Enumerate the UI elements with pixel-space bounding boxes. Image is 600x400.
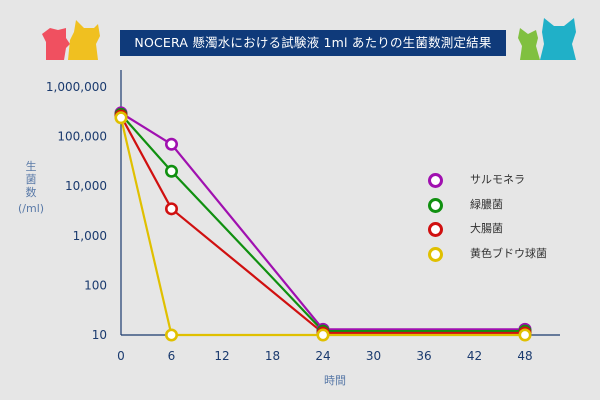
dog-icon (42, 28, 70, 60)
legend-item: 黄色ブドウ球菌 (428, 242, 588, 267)
pet-mascot-logo-left (42, 20, 100, 60)
x-axis-label: 時間 (324, 374, 346, 387)
chart-title: NOCERA 懸濁水における試験液 1ml あたりの生菌数測定結果 (120, 30, 506, 56)
y-tick-label: 1,000 (73, 229, 107, 243)
legend-marker (428, 173, 443, 188)
legend-item: 大腸菌 (428, 217, 588, 242)
y-axis-label-char: 数 (25, 186, 37, 199)
legend-marker (428, 246, 443, 262)
y-tick-label: 100,000 (57, 130, 107, 144)
y-tick-label: 100 (84, 278, 107, 292)
y-axis-label-char: 生 (25, 160, 37, 173)
legend: サルモネラ 緑膿菌 大腸菌 黄色ブドウ球菌 (428, 168, 588, 266)
x-tick-label: 12 (214, 349, 229, 363)
data-point (316, 328, 330, 342)
x-tick-label: 30 (366, 349, 381, 363)
legend-marker (428, 197, 443, 213)
series-line (119, 117, 525, 337)
data-point (518, 328, 532, 342)
data-point (165, 164, 179, 178)
x-tick-label: 0 (117, 349, 125, 363)
x-tick-label: 24 (315, 349, 330, 363)
series-line (120, 113, 525, 333)
data-point (165, 137, 179, 151)
x-tick-label: 6 (168, 349, 176, 363)
y-tick-label: 10 (92, 328, 107, 342)
data-point (114, 111, 128, 125)
series-line (120, 112, 525, 331)
legend-item: 緑膿菌 (428, 193, 588, 218)
legend-label: 黄色ブドウ球菌 (470, 246, 547, 260)
y-axis-label: 生 菌 数 (/ml) (18, 160, 44, 215)
data-point (165, 202, 179, 216)
dog-icon (68, 20, 100, 60)
data-point (165, 328, 179, 342)
x-tick-label: 48 (517, 349, 532, 363)
legend-label: 緑膿菌 (470, 197, 503, 211)
y-tick-label: 1,000,000 (46, 80, 107, 94)
legend-marker (428, 222, 443, 237)
y-tick-label: 10,000 (65, 179, 107, 193)
legend-label: 大腸菌 (470, 222, 503, 235)
y-axis-label-char: 菌 (25, 173, 37, 186)
x-tick-label: 36 (416, 349, 431, 363)
legend-item: サルモネラ (428, 168, 588, 193)
series-line (120, 115, 525, 335)
legend-label: サルモネラ (470, 173, 525, 186)
tick-labels: 0 6 12 18 24 30 36 42 48 10 100 1,000 10,000 100,000 1… (46, 80, 533, 363)
x-tick-label: 18 (265, 349, 280, 363)
pet-mascot-logo-right (518, 18, 576, 60)
y-axis-unit: (/ml) (18, 202, 45, 215)
x-tick-label: 42 (467, 349, 482, 363)
cat-icon (518, 28, 540, 60)
series-lines (114, 106, 532, 342)
cat-icon (540, 18, 576, 60)
